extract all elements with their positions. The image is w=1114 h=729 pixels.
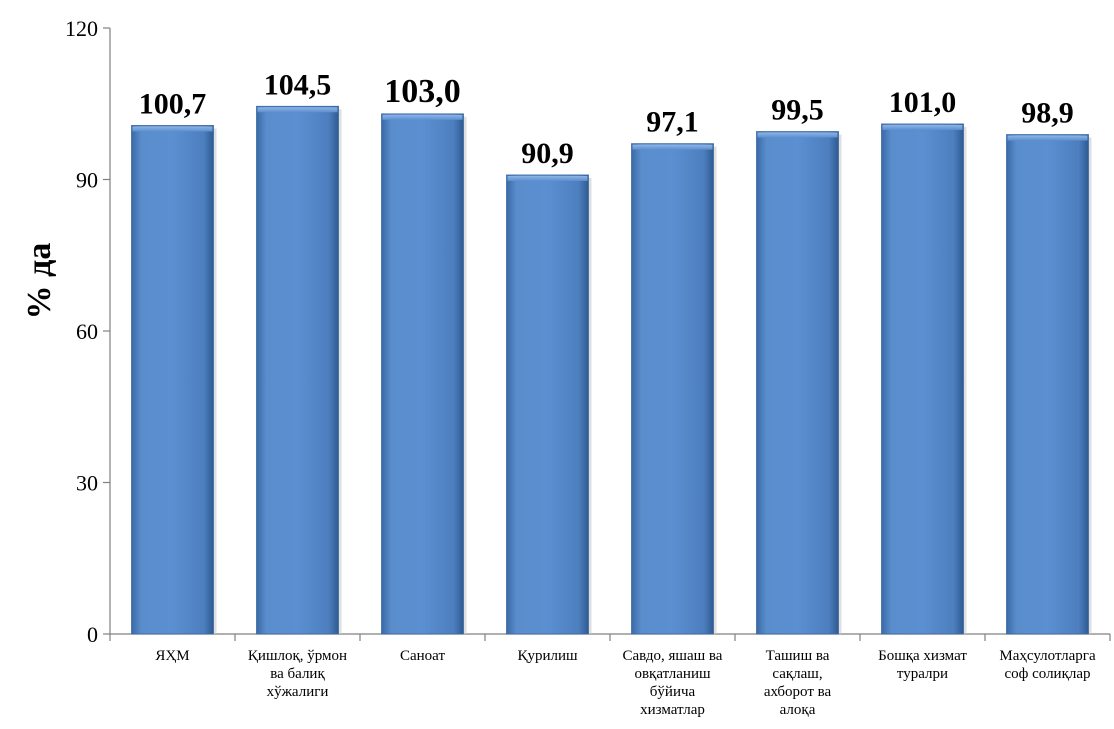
- y-tick-label: 120: [65, 16, 98, 41]
- bar-body: [881, 123, 964, 635]
- x-tick-label: Бошқа хизмат туралри: [878, 648, 967, 682]
- x-tick-label-line: Маҳсулотларга: [999, 648, 1096, 664]
- y-axis-title: % да: [21, 243, 58, 320]
- y-tick-label: 60: [76, 319, 98, 344]
- x-tick-label: Маҳсулотларга соф солиқлар: [999, 648, 1096, 682]
- data-label: 100,7: [139, 87, 207, 120]
- bar: [631, 143, 717, 635]
- x-tick-label: Қурилиш: [517, 648, 578, 664]
- bar: [1006, 134, 1092, 635]
- x-tick-label-line: Қишлоқ, ўрмон: [248, 648, 347, 664]
- bars: [131, 105, 1092, 635]
- x-tick-label-line: алоқа: [780, 702, 816, 718]
- x-tick-label-line: туралри: [897, 666, 948, 682]
- bar-body: [631, 143, 714, 635]
- category-labels: ЯҲМ Қишлоқ, ўрмон ва балиқ хўжалиги Саноат Қу…: [155, 648, 1096, 718]
- x-tick-label-line: овқатланиш: [634, 666, 711, 682]
- bar: [131, 125, 217, 635]
- y-tick-label: 30: [76, 471, 98, 496]
- data-label: 103,0: [384, 73, 461, 110]
- x-tick-label-line: сақлаш,: [772, 666, 822, 682]
- x-tick-label-line: хўжалиги: [267, 684, 329, 700]
- bar-cap: [757, 132, 838, 138]
- x-tick-label-line: бўйича: [650, 684, 696, 700]
- x-tick-label-line: ва балиқ: [270, 666, 325, 682]
- bar-cap: [632, 144, 713, 150]
- y-tick-label: 90: [76, 168, 98, 193]
- bar-body: [1006, 134, 1089, 635]
- x-tick-label: Саноат: [400, 648, 445, 664]
- x-axis: [109, 633, 1111, 641]
- bar: [756, 131, 842, 635]
- bar: [506, 174, 592, 635]
- y-axis: 0 30 60 90 120: [65, 16, 111, 647]
- bar-body: [256, 105, 339, 635]
- x-tick-label-line: хизматлар: [640, 702, 705, 718]
- y-tick-label: 0: [87, 622, 98, 647]
- x-tick-label-line: Савдо, яшаш ва: [623, 648, 723, 664]
- data-label: 104,5: [264, 68, 332, 101]
- x-tick-label-line: Қурилиш: [517, 648, 578, 664]
- data-label: 90,9: [521, 137, 574, 170]
- x-tick-label-line: Саноат: [400, 648, 445, 664]
- bar-cap: [507, 175, 588, 181]
- bar-cap: [257, 107, 338, 113]
- bar-body: [131, 125, 214, 635]
- data-label: 101,0: [889, 86, 957, 119]
- x-tick-label-line: Ташиш ва: [766, 648, 830, 664]
- x-tick-label-line: Бошқа хизмат: [878, 648, 967, 664]
- bar: [381, 113, 467, 635]
- bar-cap: [382, 114, 463, 120]
- bar-body: [506, 174, 589, 635]
- x-tick-label: ЯҲМ: [155, 648, 189, 664]
- bar: [881, 123, 967, 635]
- data-label: 99,5: [771, 94, 824, 127]
- bar-cap: [1007, 135, 1088, 141]
- x-tick-label: Қишлоқ, ўрмон ва балиқ хўжалиги: [248, 648, 347, 700]
- bar-cap: [132, 126, 213, 132]
- data-labels: 100,7 104,5 103,0 90,9 97,1 99,5 101,0 98,9: [139, 68, 1074, 170]
- y-axis-label: % да: [21, 243, 58, 320]
- data-label: 98,9: [1021, 97, 1074, 130]
- bar-body: [381, 113, 464, 635]
- x-tick-label-line: ахборот ва: [764, 684, 832, 700]
- x-tick-label-line: соф солиқлар: [1004, 666, 1090, 682]
- bar-body: [756, 131, 839, 635]
- x-tick-label: Ташиш ва сақлаш, ахборот ва алоқа: [764, 648, 832, 718]
- bar-cap: [882, 124, 963, 130]
- x-tick-label-line: ЯҲМ: [155, 648, 189, 664]
- data-label: 97,1: [646, 106, 699, 139]
- x-tick-label: Савдо, яшаш ва овқатланиш бўйича хизматлар: [623, 648, 723, 718]
- bar: [256, 105, 342, 635]
